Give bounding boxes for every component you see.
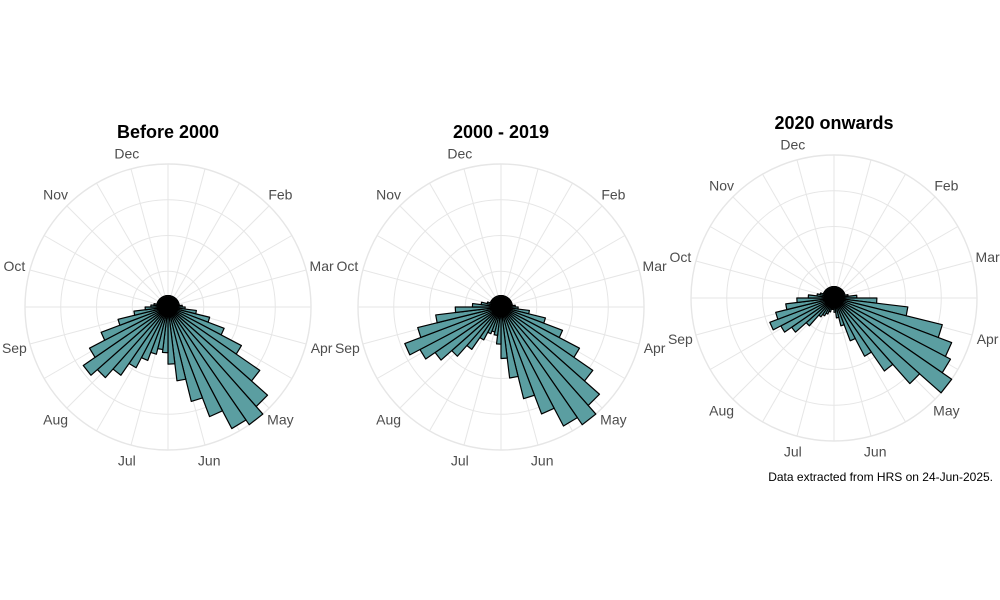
grid-spoke	[167, 205, 270, 308]
month-label-jul: Jul	[451, 453, 469, 469]
month-label-mar: Mar	[643, 258, 667, 274]
grid-spoke	[399, 205, 502, 308]
bars	[769, 285, 953, 394]
month-label-may: May	[600, 411, 626, 427]
panel-title: 2000 - 2019	[453, 122, 549, 142]
grid-spoke	[500, 235, 626, 308]
month-label-sep: Sep	[335, 340, 360, 356]
month-label-apr: Apr	[977, 331, 999, 347]
month-label-oct: Oct	[670, 249, 692, 265]
grid-spoke	[709, 226, 835, 299]
grid-spoke	[796, 159, 835, 299]
grid-spoke	[796, 297, 835, 437]
grid-spoke	[762, 173, 835, 299]
month-label-oct: Oct	[4, 258, 26, 274]
month-label-sep: Sep	[2, 340, 27, 356]
bar-wk52	[499, 294, 502, 308]
month-label-jun: Jun	[198, 453, 221, 469]
month-label-apr: Apr	[311, 340, 333, 356]
panel-title: Before 2000	[117, 122, 219, 142]
month-labels: Feb Mar Apr May Jun Jul Aug Sep Oct Nov Dec	[2, 145, 334, 468]
grid-spoke	[167, 182, 240, 308]
grid-spoke	[29, 269, 169, 308]
panel-2020-onwards: 2020 onwards Feb Mar Apr May Jun Jul Aug Sep Oct…	[668, 113, 1000, 460]
grid-spoke	[43, 235, 169, 308]
grid-spoke	[833, 159, 872, 299]
month-label-aug: Aug	[43, 411, 68, 427]
month-label-jun: Jun	[864, 444, 887, 460]
month-labels: Feb Mar Apr May Jun Jul Aug Sep Oct Nov Dec	[668, 136, 1000, 459]
month-label-feb: Feb	[934, 178, 958, 194]
bars	[404, 294, 601, 427]
grid-spoke	[762, 297, 835, 423]
grid-spoke	[500, 205, 603, 308]
month-label-may: May	[267, 411, 293, 427]
month-label-jul: Jul	[784, 444, 802, 460]
month-label-aug: Aug	[376, 411, 401, 427]
bars	[82, 294, 269, 430]
grid-spoke	[463, 168, 502, 308]
grid-spoke	[500, 269, 640, 308]
month-label-dec: Dec	[447, 145, 472, 161]
panel-before-2000: Before 2000 Feb Mar Apr May Jun Jul Aug Sep Oct N…	[2, 122, 334, 469]
grid-spoke	[833, 196, 936, 299]
grid-spoke	[130, 168, 169, 308]
month-label-jun: Jun	[531, 453, 554, 469]
grid-spoke	[167, 269, 307, 308]
month-label-feb: Feb	[268, 187, 292, 203]
grid-spoke	[96, 182, 169, 308]
month-label-dec: Dec	[114, 145, 139, 161]
grid-spoke	[167, 168, 206, 308]
month-label-jul: Jul	[118, 453, 136, 469]
grid-spoke	[376, 235, 502, 308]
grid-spoke	[695, 260, 835, 299]
month-label-nov: Nov	[43, 187, 68, 203]
month-label-mar: Mar	[310, 258, 334, 274]
month-label-nov: Nov	[376, 187, 401, 203]
month-label-mar: Mar	[976, 249, 1000, 265]
grid-spoke	[167, 235, 293, 308]
panel-title: 2020 onwards	[774, 113, 893, 133]
grid-spoke	[429, 182, 502, 308]
grid-spoke	[732, 196, 835, 299]
bar-wk52	[166, 294, 169, 308]
data-source-caption: Data extracted from HRS on 24-Jun-2025.	[768, 470, 993, 484]
month-label-feb: Feb	[601, 187, 625, 203]
month-label-apr: Apr	[644, 340, 666, 356]
month-label-may: May	[933, 402, 959, 418]
panel-2000-2019: 2000 - 2019 Feb Mar Apr May Jun Jul Aug Sep Oct N…	[335, 122, 667, 469]
month-label-oct: Oct	[337, 258, 359, 274]
month-label-nov: Nov	[709, 178, 734, 194]
month-labels: Feb Mar Apr May Jun Jul Aug Sep Oct Nov Dec	[335, 145, 667, 468]
month-label-dec: Dec	[780, 136, 805, 152]
grid-spoke	[833, 226, 959, 299]
month-label-sep: Sep	[668, 331, 693, 347]
month-label-aug: Aug	[709, 402, 734, 418]
grid-spoke	[833, 260, 973, 299]
bar-wk52	[832, 285, 835, 299]
grid-spoke	[500, 182, 573, 308]
grid-spoke	[500, 168, 539, 308]
grid-spoke	[362, 269, 502, 308]
grid-spoke	[66, 205, 169, 308]
grid-spoke	[833, 173, 906, 299]
